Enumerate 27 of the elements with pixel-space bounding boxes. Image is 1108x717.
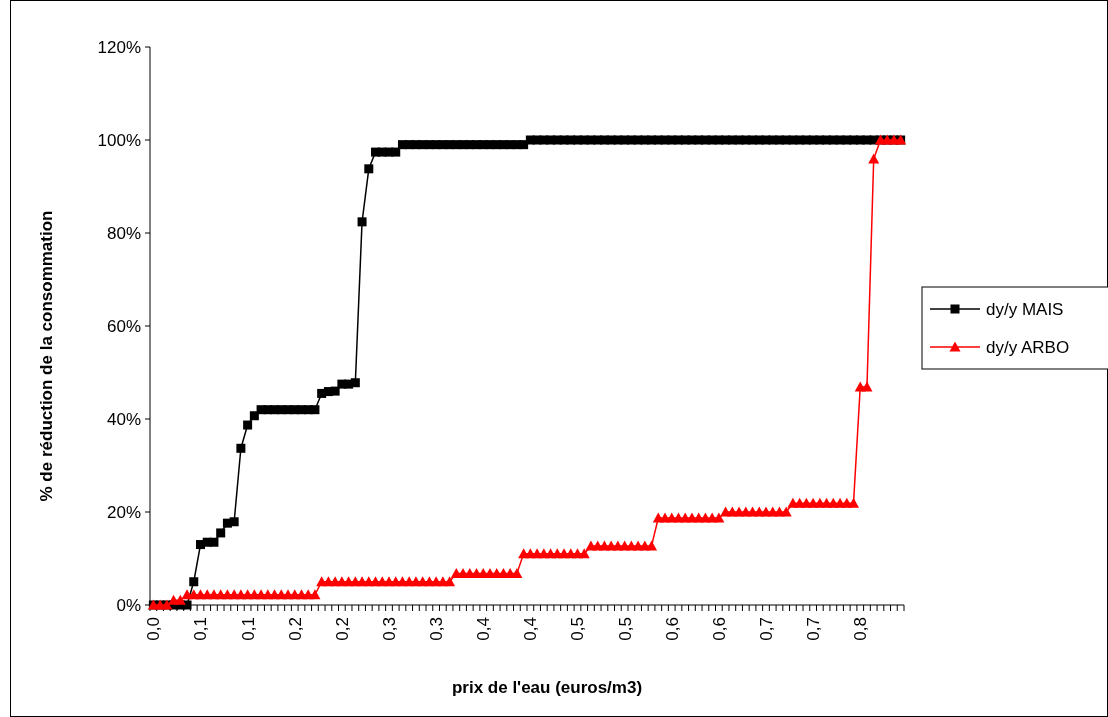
x-tick-label: 0,6: [662, 617, 682, 641]
x-tick-label: 0,3: [379, 617, 399, 641]
legend-label: dy/y MAIS: [986, 299, 1064, 319]
x-tick-label: 0,0: [144, 617, 164, 641]
x-tick-label: 0,4: [474, 617, 494, 641]
x-tick-label: 0,6: [709, 617, 729, 641]
x-tick-label: 0,2: [332, 617, 352, 641]
y-tick-label: 20%: [106, 502, 141, 522]
legend-label: dy/y ARBO: [986, 337, 1070, 357]
x-tick-label: 0,1: [238, 617, 258, 641]
x-tick-label: 0,7: [756, 617, 776, 641]
x-tick-label: 0,5: [615, 617, 635, 641]
x-tick-label: 0,2: [285, 617, 305, 641]
x-tick-label: 0,3: [427, 617, 447, 641]
x-tick-label: 0,4: [521, 617, 541, 641]
x-tick-label: 0,8: [851, 617, 871, 641]
x-tick-label: 0,1: [191, 617, 211, 641]
y-tick-label: 40%: [106, 409, 141, 429]
y-tick-label: 100%: [97, 130, 141, 150]
x-axis-title: prix de l'eau (euros/m3): [451, 678, 643, 697]
y-tick-label: 80%: [106, 223, 141, 243]
x-tick-label: 0,5: [568, 617, 588, 641]
y-tick-label: 60%: [106, 316, 141, 336]
y-axis-title: % de réduction de la consommation: [37, 210, 56, 502]
y-tick-label: 120%: [97, 37, 141, 57]
y-tick-label: 0%: [116, 595, 141, 615]
x-tick-label: 0,7: [804, 617, 824, 641]
